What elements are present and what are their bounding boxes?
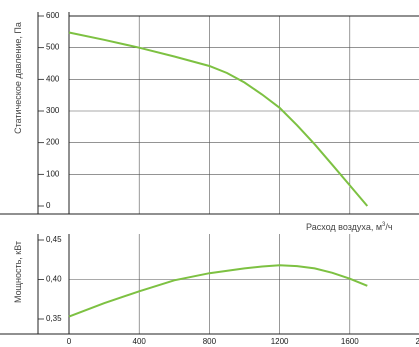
flow-x-tick-label: 1200 — [271, 337, 289, 346]
flow-x-axis-title: Расход воздуха, м3/ч — [306, 222, 393, 232]
flow-x-tick-labels: 0 400 800 1200 1600 20 — [67, 337, 419, 346]
pressure-y-tick-label: 500 — [46, 43, 60, 52]
pressure-y-tick-label: 0 — [46, 201, 51, 210]
pressure-y-tick-label: 400 — [46, 74, 60, 83]
power-y-axis-title: Мощность, кВт — [13, 241, 23, 303]
flow-x-axis-title-sup: 3 — [382, 222, 386, 228]
power-curve — [68, 264, 368, 318]
power-chart: 0,35 0,40 0,45 0 400 800 1200 1600 20 Мощность,… — [0, 234, 419, 346]
flow-x-tick-label: 400 — [133, 337, 147, 346]
pressure-y-tick-label: 600 — [46, 11, 60, 20]
pressure-y-tick-label: 300 — [46, 106, 60, 115]
pressure-grid — [69, 16, 419, 214]
flow-x-axis-title-main: Расход воздуха, м — [306, 222, 382, 232]
power-grid — [69, 234, 419, 334]
pressure-y-axis-title: Статическое давление, Па — [13, 22, 23, 134]
power-y-tick-label: 0,40 — [46, 275, 62, 284]
flow-x-tick-label: 1600 — [341, 337, 359, 346]
pressure-curve — [68, 31, 369, 207]
power-y-tick-label: 0,35 — [46, 314, 62, 323]
pressure-y-tick-label: 200 — [46, 138, 60, 147]
power-y-tick-labels: 0,35 0,40 0,45 — [38, 235, 62, 323]
flow-x-tick-label: 20 — [416, 337, 419, 346]
pressure-y-tick-label: 100 — [46, 169, 60, 178]
pressure-y-tick-labels: 0 100 200 300 400 500 600 — [38, 11, 60, 210]
flow-x-tick-label: 0 — [67, 337, 72, 346]
flow-x-tick-label: 800 — [203, 337, 217, 346]
pressure-chart: 0 100 200 300 400 500 600 Статическое давление… — [0, 11, 419, 232]
flow-x-axis-title-tail: /ч — [385, 222, 393, 232]
power-y-tick-label: 0,45 — [46, 235, 62, 244]
